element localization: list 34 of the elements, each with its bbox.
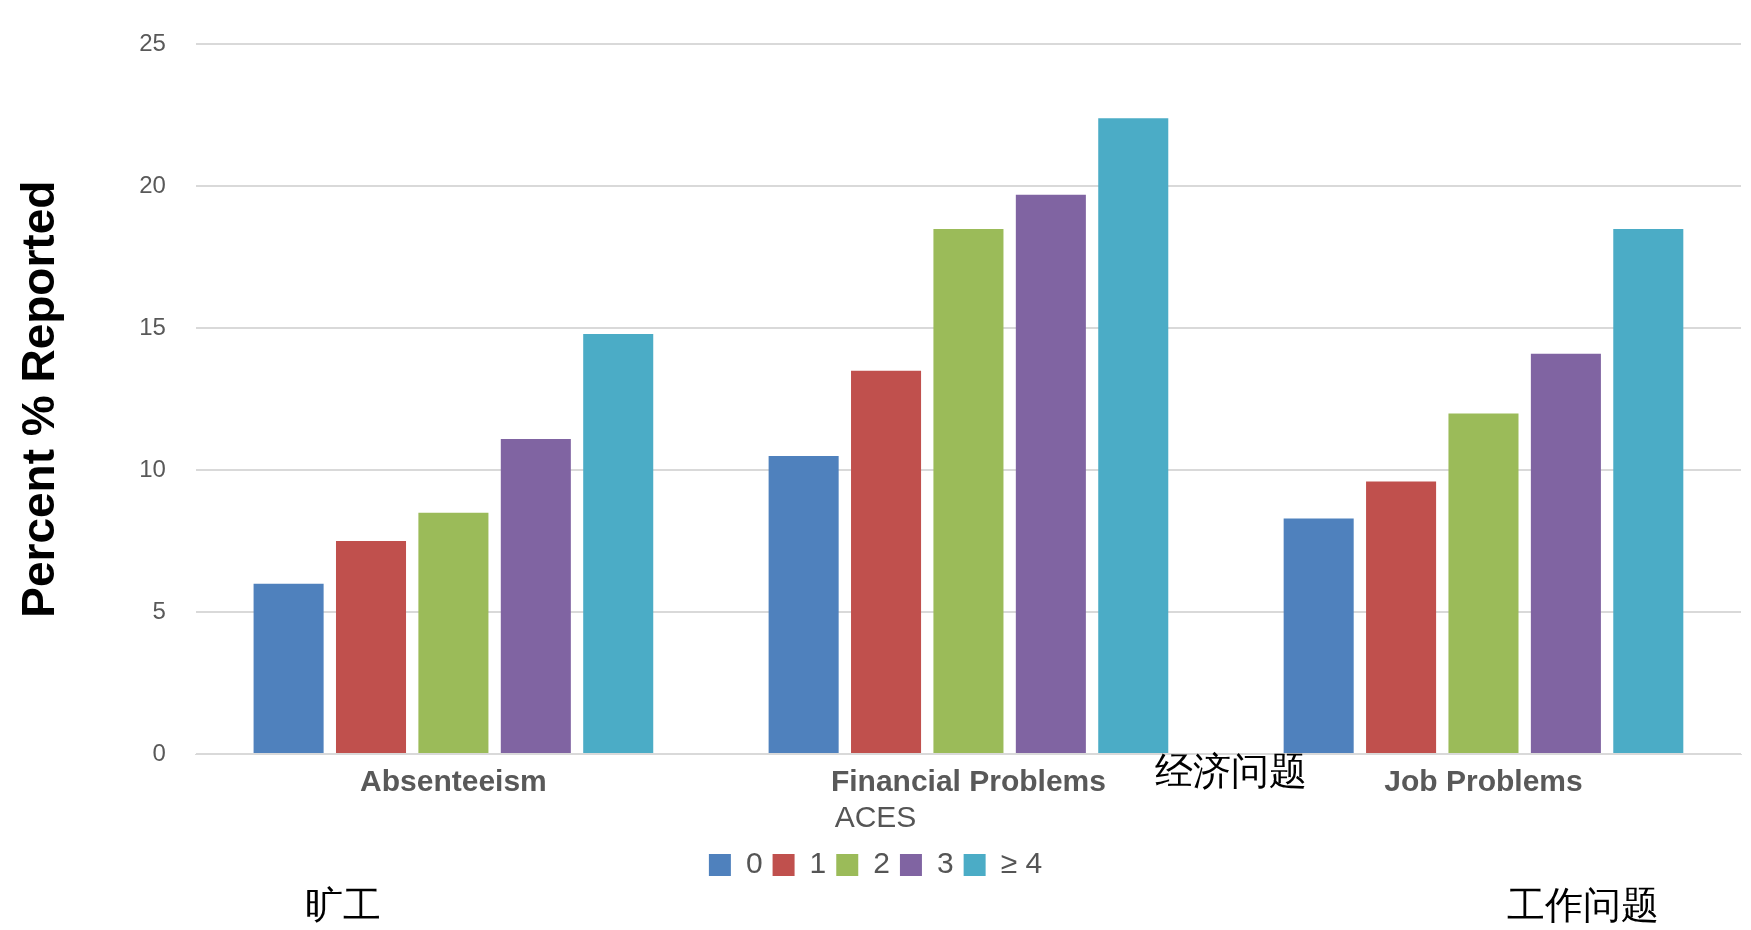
y-axis-title: Percent % Reported [12,180,65,618]
y-tick-label: 5 [152,596,166,624]
bar [335,541,407,753]
bar [768,455,839,753]
bar [933,228,1004,753]
bar [253,583,324,753]
y-tick-label: 0 [152,738,166,766]
bar [1015,194,1086,753]
y-tick-label: 20 [139,170,166,198]
bar [1098,118,1169,753]
bar [583,333,654,753]
bar [500,438,571,753]
text: 工作问题 [1507,883,1660,926]
bar [1283,518,1354,753]
bar [1530,353,1601,753]
bar [1613,228,1684,753]
legend-title: ACES [834,800,917,834]
annotation: 经济问题 [1154,749,1307,792]
legend-label: ≥ 4 [1000,846,1043,880]
x-tick-label: Job Problems [1384,764,1583,798]
x-tick-label: Financial Problems [830,764,1106,798]
text: 旷工 [305,883,382,926]
y-tick-label: 25 [139,29,166,57]
legend-label: 3 [936,846,954,880]
y-tick-label: 15 [139,312,166,340]
y-tick-label: 10 [139,454,166,482]
bar [1448,413,1519,753]
legend-label: 0 [745,846,763,880]
legend-label: 1 [809,846,827,880]
legend-label: 2 [873,846,890,880]
bar [418,512,489,753]
bar [851,370,922,753]
x-tick-label: Absenteeism [360,764,547,798]
bar [1366,481,1437,753]
